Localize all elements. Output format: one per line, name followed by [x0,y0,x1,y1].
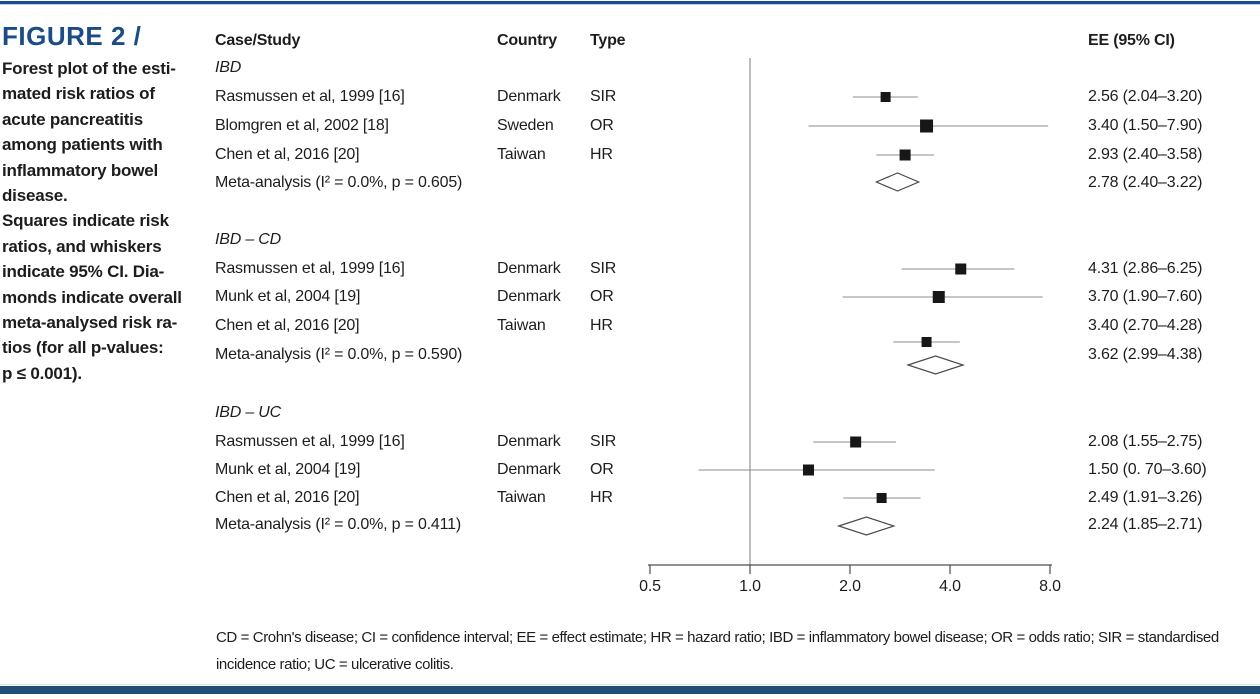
study-type: OR [590,117,614,134]
study-ee: 2.78 (2.40–3.22) [1088,174,1203,191]
study-ee: 3.62 (2.99–4.38) [1088,346,1203,363]
study-name: Rasmussen et al, 1999 [16] [215,433,405,450]
axis-tick-label: 4.0 [939,578,961,595]
study-ee: 4.31 (2.86–6.25) [1088,260,1203,277]
study-ee: 2.08 (1.55–2.75) [1088,433,1203,450]
axis-tick-label: 1.0 [739,578,761,595]
top-rule [0,1,1260,5]
study-name: Rasmussen et al, 1999 [16] [215,260,405,277]
column-header-country: Country [497,32,557,49]
study-ee: 1.50 (0. 70–3.60) [1088,461,1207,478]
study-country: Taiwan [497,146,546,163]
study-type: SIR [590,433,617,450]
study-country: Denmark [497,88,561,105]
study-country: Denmark [497,260,561,277]
risk-ratio-square [880,92,891,102]
risk-ratio-square [932,291,945,303]
study-type: SIR [590,260,617,277]
axis-tick-label: 2.0 [839,578,861,595]
risk-ratio-square [850,436,862,448]
study-ee: 2.56 (2.04–3.20) [1088,88,1203,105]
study-type: OR [590,288,614,305]
axis-tick-label: 0.5 [639,578,661,595]
study-name: Meta-analysis (I² = 0.0%, p = 0.590) [215,346,463,363]
abbreviations-note: CD = Crohn's disease; CI = confidence in… [216,629,1219,673]
axis-tick-label: 8.0 [1039,578,1061,595]
study-name: Munk et al, 2004 [19] [215,461,361,478]
study-type: HR [590,146,613,163]
bottom-light-rule [0,684,1260,685]
study-name: Munk et al, 2004 [19] [215,288,361,305]
study-ee: 2.24 (1.85–2.71) [1088,516,1203,533]
study-type: OR [590,461,614,478]
risk-ratio-square [921,337,932,347]
meta-diamond [906,355,966,375]
meta-diamond [874,172,921,192]
risk-ratio-square [876,493,887,503]
study-name: Rasmussen et al, 1999 [16] [215,88,405,105]
study-name: Blomgren et al, 2002 [18] [215,117,389,134]
study-country: Denmark [497,288,561,305]
study-country: Denmark [497,461,561,478]
study-ee: 2.93 (2.40–3.58) [1088,146,1203,163]
column-header-type: Type [590,32,626,49]
figure-caption-panel: FIGURE 2 / Forest plot of the esti- mate… [2,22,198,386]
study-name: Meta-analysis (I² = 0.0%, p = 0.411) [215,516,461,533]
column-header-ee: EE (95% CI) [1088,32,1175,49]
study-name: Meta-analysis (I² = 0.0%, p = 0.605) [215,174,463,191]
study-country: Denmark [497,433,561,450]
column-header-case-study: Case/Study [215,32,301,49]
figure-title: FIGURE 2 / [2,21,142,51]
study-country: Taiwan [497,489,546,506]
study-ee: 2.49 (1.91–3.26) [1088,489,1203,506]
study-type: HR [590,317,613,334]
study-name: Chen et al, 2016 [20] [215,146,360,163]
study-ee: 3.70 (1.90–7.60) [1088,288,1203,305]
study-country: Sweden [497,117,554,134]
figure-caption: Forest plot of the esti- mated risk rati… [2,59,182,383]
risk-ratio-square [802,464,814,476]
study-ee: 3.40 (2.70–4.28) [1088,317,1203,334]
study-name: Chen et al, 2016 [20] [215,489,360,506]
study-type: HR [590,489,613,506]
study-name: Chen et al, 2016 [20] [215,317,360,334]
bottom-rule [0,686,1260,694]
group-label: IBD – CD [215,231,281,248]
study-country: Taiwan [497,317,546,334]
study-type: SIR [590,88,617,105]
group-label: IBD – UC [215,404,281,421]
group-label: IBD [215,59,242,76]
risk-ratio-square [899,149,911,161]
risk-ratio-square [955,263,967,275]
meta-diamond [836,516,896,536]
study-ee: 3.40 (1.50–7.90) [1088,117,1203,134]
risk-ratio-square [920,119,934,133]
